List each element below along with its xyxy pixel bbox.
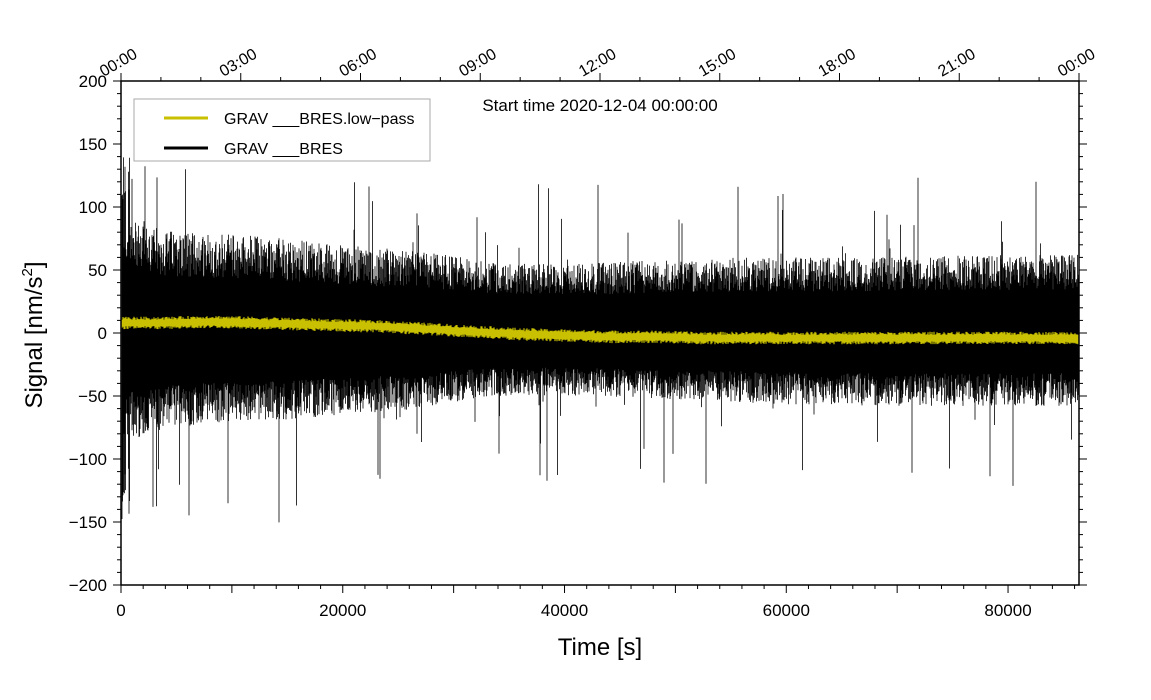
y-axis: −200 −150 −100 −50 0 50 100 150 200 bbox=[69, 72, 1087, 595]
x-tick-label: 40000 bbox=[541, 601, 588, 620]
top-tick-label: 21:00 bbox=[935, 46, 978, 81]
top-time-axis: 00:00 03:00 06:00 09:00 12:00 15:00 18:00 21:00… bbox=[97, 46, 1098, 81]
y-tick-label: 150 bbox=[79, 135, 107, 154]
y-tick-label: −200 bbox=[69, 576, 107, 595]
legend: GRAV ___BRES.low−pass GRAV ___BRES bbox=[133, 98, 431, 162]
top-tick-label: 06:00 bbox=[337, 46, 380, 81]
legend-label-lowpass: GRAV ___BRES.low−pass bbox=[224, 111, 414, 128]
x-tick-label: 0 bbox=[116, 601, 125, 620]
traces bbox=[121, 157, 1079, 523]
top-tick-label: 03:00 bbox=[217, 46, 260, 81]
legend-label-raw: GRAV ___BRES bbox=[224, 141, 343, 158]
y-axis-label: Signal [nm/s2] bbox=[19, 261, 48, 408]
y-tick-label: −100 bbox=[69, 450, 107, 469]
top-tick-label: 00:00 bbox=[97, 46, 140, 81]
x-axis: 0 20000 40000 60000 80000 bbox=[116, 585, 1076, 620]
y-tick-label: 100 bbox=[79, 198, 107, 217]
top-tick-label: 12:00 bbox=[576, 46, 619, 81]
y-axis-label-main: Signal [nm/s bbox=[21, 276, 48, 408]
y-axis-label-tail: ] bbox=[21, 261, 48, 268]
top-tick-label: 18:00 bbox=[816, 46, 859, 81]
top-tick-label: 15:00 bbox=[696, 46, 739, 81]
y-tick-label: 0 bbox=[98, 324, 107, 343]
y-tick-label: 200 bbox=[79, 72, 107, 91]
legend-box bbox=[133, 98, 431, 162]
y-tick-label: 50 bbox=[88, 261, 107, 280]
top-tick-label: 00:00 bbox=[1055, 46, 1098, 81]
top-tick-label: 09:00 bbox=[456, 46, 499, 81]
chart-title: Start time 2020-12-04 00:00:00 bbox=[482, 96, 717, 115]
x-tick-label: 80000 bbox=[984, 601, 1031, 620]
series-line-lowpass bbox=[121, 316, 1079, 345]
x-tick-label: 60000 bbox=[763, 601, 810, 620]
x-axis-label: Time [s] bbox=[558, 634, 642, 661]
y-axis-label-superscript: 2 bbox=[19, 268, 36, 276]
y-tick-label: −50 bbox=[78, 387, 107, 406]
x-tick-label: 20000 bbox=[319, 601, 366, 620]
y-tick-label: −150 bbox=[69, 513, 107, 532]
